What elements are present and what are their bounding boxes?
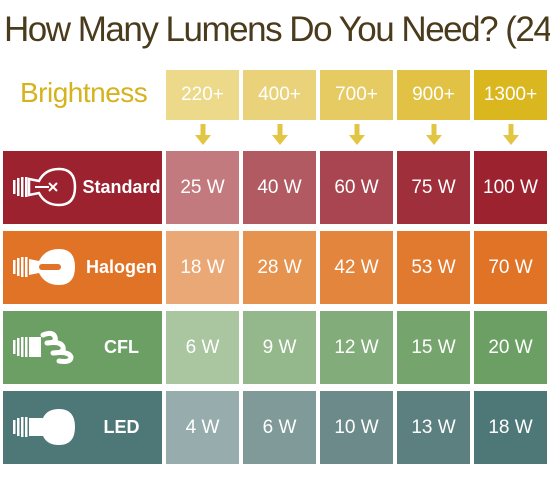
wattage-cell: 42 W: [320, 231, 393, 304]
led-bulb-icon: [9, 407, 77, 447]
incandescent-bulb-icon: [9, 167, 77, 207]
cfl-bulb-icon: [9, 327, 77, 367]
wattage-cell: 10 W: [320, 391, 393, 464]
lumen-header-0: 220+: [166, 70, 239, 120]
bulb-type-name: LED: [103, 417, 140, 437]
wattage-cell: 20 W: [474, 311, 547, 384]
brightness-label: Brightness: [20, 77, 148, 108]
wattage-cell: 100 W: [474, 151, 547, 224]
down-arrow-icon: [243, 120, 316, 150]
wattage-cell: 40 W: [243, 151, 316, 224]
down-arrow-icon: [474, 120, 547, 150]
row-label-standard: Standard: [3, 151, 162, 224]
lumen-header-3: 900+: [397, 70, 470, 120]
wattage-cell: 9 W: [243, 311, 316, 384]
row-label-cfl: CFL: [3, 311, 162, 384]
wattage-cell: 18 W: [474, 391, 547, 464]
wattage-cell: 6 W: [243, 391, 316, 464]
wattage-cell: 75 W: [397, 151, 470, 224]
wattage-cell: 25 W: [166, 151, 239, 224]
down-arrow-icon: [397, 120, 470, 150]
wattage-cell: 6 W: [166, 311, 239, 384]
wattage-cell: 13 W: [397, 391, 470, 464]
wattage-cell: 4 W: [166, 391, 239, 464]
wattage-cell: 15 W: [397, 311, 470, 384]
down-arrow-icon: [166, 120, 239, 150]
bulb-type-name: Standard: [82, 177, 161, 197]
wattage-cell: 18 W: [166, 231, 239, 304]
row-label-led: LED: [3, 391, 162, 464]
down-arrow-icon: [320, 120, 393, 150]
wattage-cell: 12 W: [320, 311, 393, 384]
wattage-cell: 28 W: [243, 231, 316, 304]
row-label-halogen: Halogen: [3, 231, 162, 304]
bulb-type-name: Halogen: [85, 257, 157, 277]
lumen-header-4: 1300+: [474, 70, 547, 120]
page-title: How Many Lumens Do You Need? (240V): [4, 10, 550, 49]
wattage-cell: 60 W: [320, 151, 393, 224]
wattage-cell: 70 W: [474, 231, 547, 304]
lumen-header-2: 700+: [320, 70, 393, 120]
lumen-header-1: 400+: [243, 70, 316, 120]
halogen-bulb-icon: [9, 247, 77, 287]
bulb-type-name: CFL: [104, 337, 139, 357]
wattage-cell: 53 W: [397, 231, 470, 304]
